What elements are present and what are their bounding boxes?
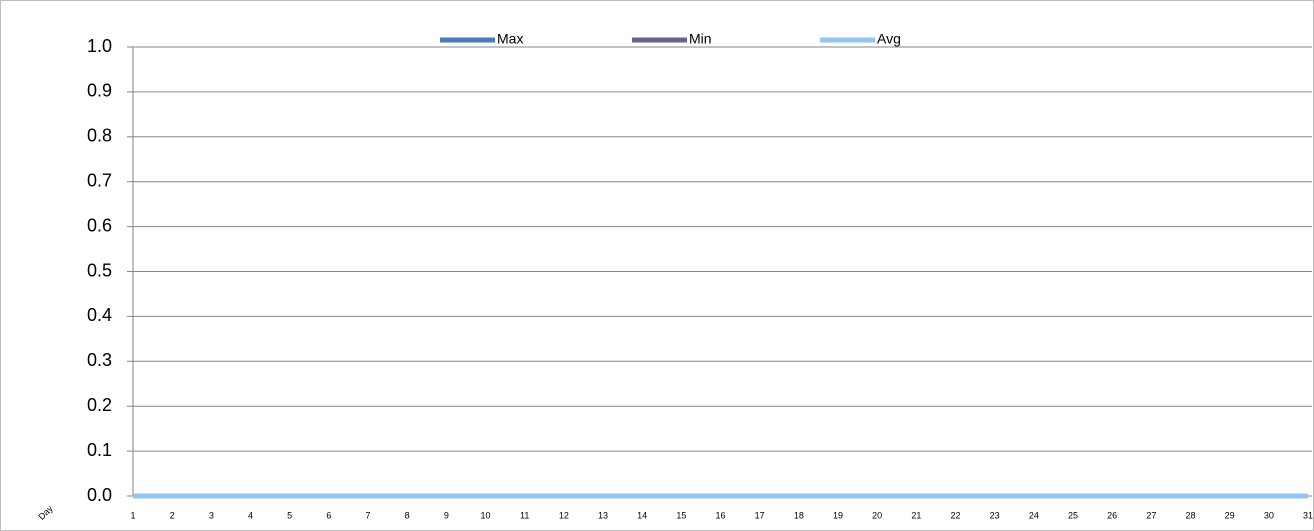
y-tick-label: 0.9: [87, 81, 112, 101]
x-tick-label: 19: [833, 510, 843, 520]
x-tick-label: 4: [248, 510, 253, 520]
x-tick-label: 8: [405, 510, 410, 520]
x-tick-label: 2: [170, 510, 175, 520]
x-tick-label: 16: [715, 510, 725, 520]
x-tick-label: 27: [1146, 510, 1156, 520]
x-tick-label: 14: [637, 510, 647, 520]
x-tick-label: 24: [1029, 510, 1039, 520]
y-tick-label: 0.5: [87, 260, 112, 280]
y-tick-label: 0.2: [87, 395, 112, 415]
x-tick-label: 17: [755, 510, 765, 520]
x-tick-label: 7: [365, 510, 370, 520]
x-tick-label: 6: [326, 510, 331, 520]
y-tick-label: 0.8: [87, 126, 112, 146]
x-tick-label: 31: [1303, 510, 1313, 520]
y-tick-label: 0.1: [87, 440, 112, 460]
x-tick-label: 11: [520, 510, 529, 520]
y-tick-label: 0.7: [87, 170, 112, 190]
legend-label: Avg: [877, 31, 901, 47]
x-tick-label: 21: [911, 510, 921, 520]
x-tick-label: 28: [1185, 510, 1195, 520]
y-tick-label: 0.6: [87, 215, 112, 235]
y-tick-label: 0.0: [87, 485, 112, 505]
x-tick-label: 25: [1068, 510, 1078, 520]
y-tick-label: 0.3: [87, 350, 112, 370]
x-tick-label: 26: [1107, 510, 1117, 520]
x-tick-label: 9: [444, 510, 449, 520]
x-tick-label: 12: [559, 510, 569, 520]
x-tick-label: 13: [598, 510, 608, 520]
x-tick-label: 20: [872, 510, 882, 520]
x-tick-label: 30: [1264, 510, 1274, 520]
x-tick-label: 15: [676, 510, 686, 520]
x-tick-label: 1: [130, 510, 135, 520]
y-tick-label: 1.0: [87, 36, 112, 56]
y-tick-label: 0.4: [87, 305, 112, 325]
legend-label: Max: [497, 31, 523, 47]
x-tick-label: 22: [950, 510, 960, 520]
x-tick-label: 29: [1225, 510, 1235, 520]
x-tick-label: 10: [480, 510, 490, 520]
x-tick-label: 3: [209, 510, 214, 520]
x-tick-label: 23: [990, 510, 1000, 520]
legend-label: Min: [689, 31, 712, 47]
x-tick-label: 5: [287, 510, 292, 520]
x-tick-label: 18: [794, 510, 804, 520]
